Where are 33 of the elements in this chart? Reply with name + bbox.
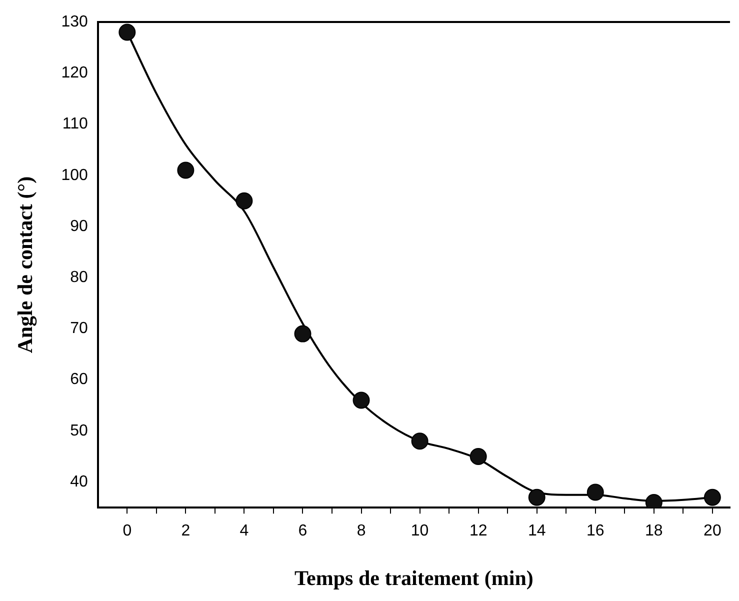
point bbox=[704, 488, 721, 506]
point bbox=[118, 24, 136, 41]
y-tick-label: 110 bbox=[62, 116, 88, 133]
y-axis-title: Angle de contact (°) bbox=[13, 176, 38, 354]
x-tick-label: 18 bbox=[645, 522, 663, 540]
y-tick-label: 50 bbox=[70, 422, 88, 440]
x-tick-label: 20 bbox=[704, 522, 722, 540]
x-tick-label: 8 bbox=[356, 522, 366, 540]
y-tick-label: 60 bbox=[70, 371, 88, 388]
y-tick-label: 130 bbox=[61, 13, 88, 30]
x-tick-label: 16 bbox=[586, 522, 604, 540]
x-axis-title: Temps de traitement (min) bbox=[294, 566, 534, 590]
x-tick-label: 4 bbox=[240, 522, 249, 540]
y-tick-label: 70 bbox=[70, 320, 88, 338]
point bbox=[470, 448, 487, 465]
point bbox=[586, 484, 604, 501]
x-tick-label: 10 bbox=[410, 522, 429, 540]
point bbox=[294, 325, 312, 342]
x-tick-label: 14 bbox=[528, 522, 546, 540]
y-tick-label: 120 bbox=[61, 64, 88, 82]
point bbox=[411, 432, 428, 450]
point bbox=[352, 392, 370, 409]
x-tick-label: 0 bbox=[122, 522, 132, 540]
point bbox=[177, 162, 194, 179]
point bbox=[528, 488, 546, 506]
x-tick-label: 6 bbox=[298, 522, 308, 540]
x-tick-label: 2 bbox=[181, 522, 190, 540]
x-tick-label: 12 bbox=[469, 522, 488, 540]
y-tick-label: 40 bbox=[70, 473, 88, 490]
y-tick-label: 100 bbox=[61, 166, 88, 184]
y-tick-label: 90 bbox=[70, 218, 88, 235]
y-tick-label: 80 bbox=[70, 268, 88, 286]
point bbox=[236, 192, 253, 210]
